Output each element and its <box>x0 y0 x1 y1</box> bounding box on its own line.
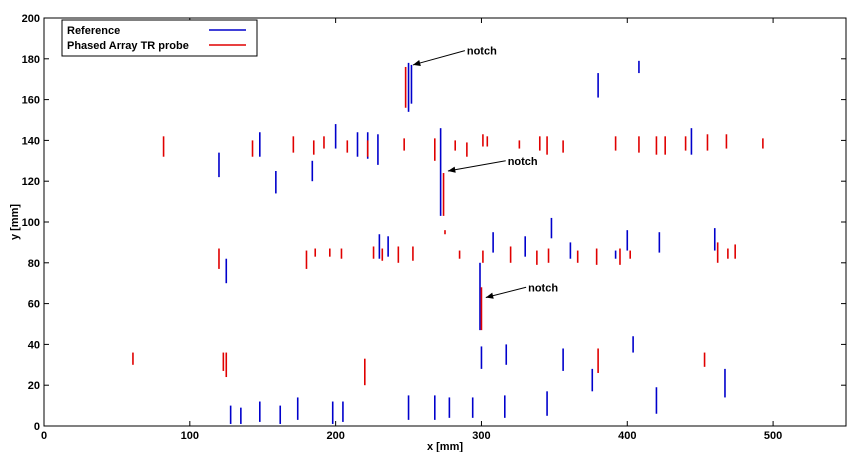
y-tick-label: 40 <box>28 339 40 351</box>
y-tick-label: 120 <box>22 176 40 188</box>
y-tick-label: 0 <box>34 421 40 433</box>
x-axis-label: x [mm] <box>427 441 463 452</box>
annotation-arrow-head <box>447 166 456 173</box>
data-segments <box>132 60 764 424</box>
y-tick-label: 160 <box>22 95 40 107</box>
y-tick-label: 180 <box>22 54 40 66</box>
x-tick-label: 500 <box>764 430 782 442</box>
annotations: notch notch notch <box>412 46 558 299</box>
x-tick-label: 0 <box>41 430 47 442</box>
legend-label-reference: Reference <box>67 25 120 37</box>
y-tick-label: 100 <box>22 217 40 229</box>
legend-box <box>61 19 258 57</box>
annotation-label: notch <box>528 282 558 294</box>
legend: Reference Phased Array TR probe <box>61 19 258 57</box>
annotation-arrow-line <box>412 50 466 66</box>
annotation-arrow-head <box>485 292 494 299</box>
plot-area <box>43 17 847 427</box>
y-tick-label: 80 <box>28 258 40 270</box>
y-tick-label: 140 <box>22 135 40 147</box>
y-tick-label: 20 <box>28 380 40 392</box>
annotation-arrow-line <box>447 160 506 172</box>
annotation-arrow-head <box>412 59 421 66</box>
y-tick-label: 200 <box>22 13 40 25</box>
annotation-label: notch <box>467 46 497 58</box>
x-tick-label: 300 <box>472 430 490 442</box>
y-tick-label: 60 <box>28 299 40 311</box>
x-tick-label: 200 <box>326 430 344 442</box>
x-tick-label: 100 <box>181 430 199 442</box>
axis-ticks: 0 100 200 300 400 500 0 20 40 60 80 100 120 140 160 180… <box>22 13 846 442</box>
y-axis-label: y [mm] <box>9 204 21 240</box>
legend-label-probe: Phased Array TR probe <box>67 40 189 52</box>
annotation-label: notch <box>508 156 538 168</box>
x-tick-label: 400 <box>618 430 636 442</box>
